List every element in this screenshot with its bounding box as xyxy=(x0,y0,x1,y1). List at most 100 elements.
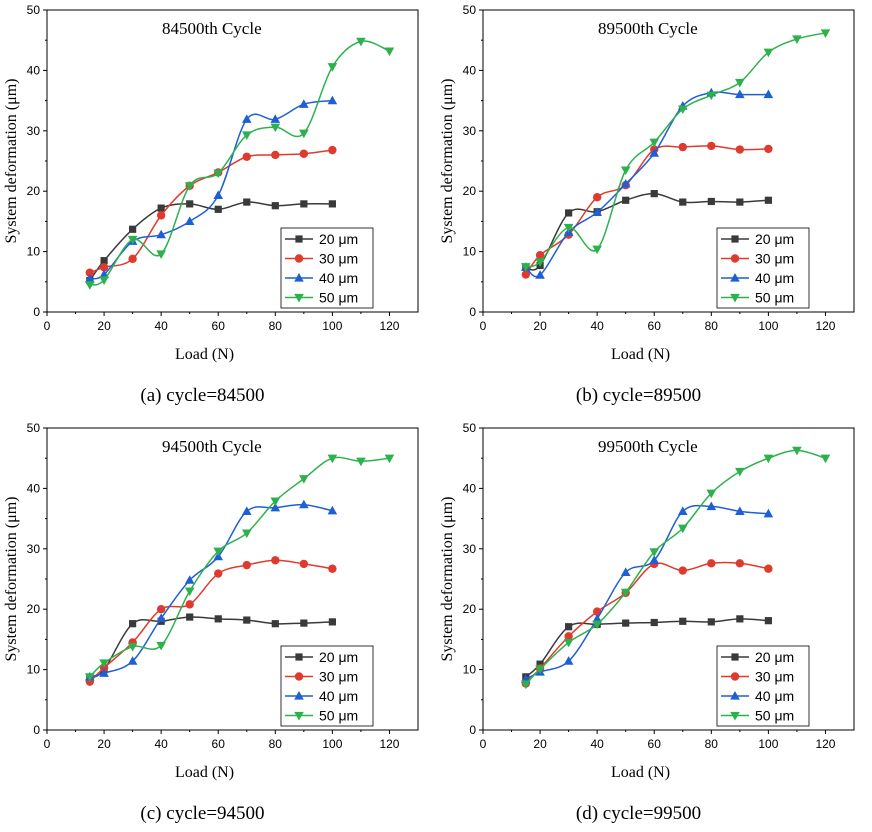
data-point xyxy=(677,506,688,515)
data-point xyxy=(521,680,531,690)
data-point xyxy=(677,524,688,534)
data-point xyxy=(128,254,137,264)
panel-caption: (c) cycle=94500 xyxy=(140,803,264,824)
x-tick-label: 80 xyxy=(705,319,719,333)
legend-marker xyxy=(731,653,739,661)
data-point xyxy=(186,200,194,208)
data-point xyxy=(157,204,165,212)
data-point xyxy=(535,258,545,267)
data-point xyxy=(763,89,774,99)
legend-marker xyxy=(294,293,304,303)
x-axis-label: Load (N) xyxy=(611,764,670,781)
legend-marker xyxy=(294,711,304,721)
x-tick-label: 60 xyxy=(648,319,662,333)
x-tick-label: 0 xyxy=(480,737,487,751)
data-point xyxy=(620,166,631,176)
y-tick-label: 10 xyxy=(27,245,41,259)
data-point xyxy=(129,225,137,233)
data-point xyxy=(792,446,802,456)
data-point xyxy=(99,668,109,677)
data-point xyxy=(99,659,109,668)
data-point xyxy=(764,144,773,154)
data-point xyxy=(707,141,716,151)
legend-marker xyxy=(730,672,740,681)
y-tick-label: 30 xyxy=(27,124,41,138)
data-point xyxy=(677,105,688,115)
series-50um xyxy=(85,37,395,290)
chart-panel-c: 0 20 40 60 80 100 120 0 10 20 30 40 50 94500th Cycle L… xyxy=(0,418,436,832)
data-point xyxy=(242,560,251,570)
series-line xyxy=(525,91,769,278)
y-tick-label: 20 xyxy=(463,602,477,616)
y-tick-label: 20 xyxy=(463,184,477,198)
plot-title: 99500th Cycle xyxy=(598,437,698,456)
y-tick-label: 10 xyxy=(27,663,41,677)
data-point xyxy=(184,575,195,584)
panel-caption: (d) cycle=99500 xyxy=(576,803,701,824)
x-tick-label: 100 xyxy=(758,319,778,333)
data-point xyxy=(243,198,251,206)
data-point xyxy=(127,656,138,665)
legend-marker xyxy=(730,711,740,721)
data-point xyxy=(535,251,545,260)
data-point xyxy=(327,505,338,515)
data-point xyxy=(300,200,308,208)
data-point xyxy=(270,114,281,123)
x-axis-label: Load (N) xyxy=(611,346,670,363)
y-tick-label: 40 xyxy=(463,481,477,495)
data-point xyxy=(764,564,773,573)
data-point xyxy=(271,150,280,160)
panel-caption: (b) cycle=89500 xyxy=(576,385,701,406)
data-point xyxy=(649,555,660,564)
y-axis-label: System deformation (μm) xyxy=(439,497,456,662)
data-point xyxy=(384,454,395,464)
data-point xyxy=(99,276,109,285)
data-point xyxy=(184,587,195,597)
data-point xyxy=(592,193,602,202)
x-tick-label: 120 xyxy=(379,319,399,333)
y-tick-label: 30 xyxy=(463,124,477,138)
data-point xyxy=(735,89,745,99)
y-tick-label: 0 xyxy=(33,723,40,737)
y-tick-label: 20 xyxy=(27,184,41,198)
data-point xyxy=(327,454,338,464)
data-point xyxy=(620,178,631,188)
data-point xyxy=(622,619,630,627)
x-tick-label: 80 xyxy=(705,737,719,751)
legend-marker xyxy=(730,273,740,282)
data-point xyxy=(129,620,137,628)
y-tick-label: 40 xyxy=(27,63,41,77)
chart-svg: 0 20 40 60 80 100 120 0 10 20 30 40 50 89500th Cycle L… xyxy=(439,3,855,406)
x-tick-label: 0 xyxy=(44,737,51,751)
data-point xyxy=(328,200,336,208)
data-point xyxy=(763,48,774,58)
data-point xyxy=(299,499,309,509)
legend-label: 40 μm xyxy=(755,688,794,704)
data-point xyxy=(620,567,631,576)
x-tick-label: 40 xyxy=(590,737,604,751)
data-point xyxy=(592,620,602,630)
y-tick-label: 30 xyxy=(463,542,477,556)
y-tick-label: 50 xyxy=(463,421,477,435)
legend-label: 50 μm xyxy=(319,290,358,306)
data-point xyxy=(764,196,772,204)
data-point xyxy=(592,245,602,255)
x-tick-label: 100 xyxy=(758,737,778,751)
data-point xyxy=(622,196,630,204)
data-point xyxy=(270,502,281,512)
x-tick-label: 100 xyxy=(322,737,342,751)
data-point xyxy=(299,559,309,569)
legend: 20 μm 30 μm 40 μm 50 μm xyxy=(280,227,374,309)
legend-marker xyxy=(295,235,303,243)
data-point xyxy=(85,673,95,682)
x-tick-label: 60 xyxy=(212,319,226,333)
series-line xyxy=(525,145,769,275)
data-point xyxy=(85,273,95,283)
plot-title: 94500th Cycle xyxy=(162,437,262,456)
series-40um xyxy=(521,501,774,683)
data-point xyxy=(243,616,251,624)
data-point xyxy=(563,223,574,233)
chart-svg: 0 20 40 60 80 100 120 0 10 20 30 40 50 99500th Cycle L… xyxy=(439,421,855,824)
legend-label: 30 μm xyxy=(755,669,794,685)
